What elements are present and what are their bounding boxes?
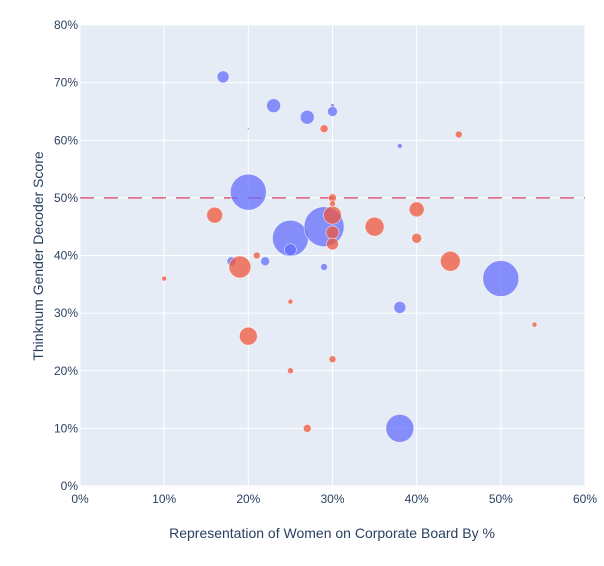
y-tick-label: 10% <box>54 421 78 435</box>
red-data-point[interactable] <box>328 355 337 364</box>
x-tick-label: 0% <box>71 492 89 506</box>
x-tick-label: 50% <box>489 492 513 506</box>
red-data-point[interactable] <box>287 367 294 375</box>
y-tick-label: 60% <box>54 133 78 147</box>
red-data-point[interactable] <box>206 206 224 224</box>
blue-data-point[interactable] <box>299 109 315 125</box>
red-data-point[interactable] <box>454 130 463 139</box>
y-tick-label: 20% <box>54 364 78 378</box>
blue-data-point[interactable] <box>482 260 520 297</box>
red-data-point[interactable] <box>439 250 461 272</box>
blue-data-point[interactable] <box>320 263 328 271</box>
x-axis-ticks: 0% 10% 20% 30% 40% 50% 60% <box>71 492 597 506</box>
red-data-point[interactable] <box>161 275 168 282</box>
blue-data-point[interactable] <box>216 70 230 84</box>
red-data-point[interactable] <box>252 251 261 260</box>
blue-data-point[interactable] <box>385 413 415 443</box>
blue-data-point[interactable] <box>284 243 297 257</box>
red-data-point[interactable] <box>323 205 342 225</box>
y-tick-label: 0% <box>61 479 79 493</box>
y-tick-label: 30% <box>54 306 78 320</box>
grid-lines <box>79 24 586 487</box>
x-tick-label: 10% <box>152 492 176 506</box>
red-data-point[interactable] <box>364 216 385 237</box>
x-tick-label: 40% <box>405 492 429 506</box>
blue-data-point[interactable] <box>393 300 407 314</box>
data-points <box>161 70 538 443</box>
red-data-point[interactable] <box>238 326 258 346</box>
x-tick-label: 60% <box>573 492 597 506</box>
x-axis-title: Representation of Women on Corporate Boa… <box>169 525 495 541</box>
red-data-point[interactable] <box>325 225 340 240</box>
x-tick-label: 30% <box>320 492 344 506</box>
red-data-point[interactable] <box>408 201 425 218</box>
y-axis-ticks: 0% 10% 20% 30% 40% 50% 60% 70% 80% <box>54 18 78 493</box>
red-data-point[interactable] <box>287 298 294 305</box>
blue-data-point[interactable] <box>266 98 281 114</box>
y-tick-label: 50% <box>54 191 78 205</box>
blue-data-point[interactable] <box>260 256 271 267</box>
red-data-point[interactable] <box>531 321 538 328</box>
red-data-point[interactable] <box>329 200 336 208</box>
blue-data-point[interactable] <box>229 173 267 211</box>
red-data-point[interactable] <box>326 237 339 251</box>
red-data-point[interactable] <box>228 255 252 279</box>
blue-data-point[interactable] <box>396 143 403 149</box>
blue-data-point[interactable] <box>327 106 338 117</box>
red-data-point[interactable] <box>319 124 329 134</box>
red-data-point[interactable] <box>302 423 312 433</box>
blue-data-point[interactable] <box>246 127 250 131</box>
y-axis-title: Thinknum Gender Decoder Score <box>30 151 46 361</box>
y-tick-label: 40% <box>54 249 78 263</box>
y-tick-label: 70% <box>54 76 78 90</box>
y-tick-label: 80% <box>54 18 78 32</box>
red-data-point[interactable] <box>411 232 423 244</box>
x-tick-label: 20% <box>236 492 260 506</box>
